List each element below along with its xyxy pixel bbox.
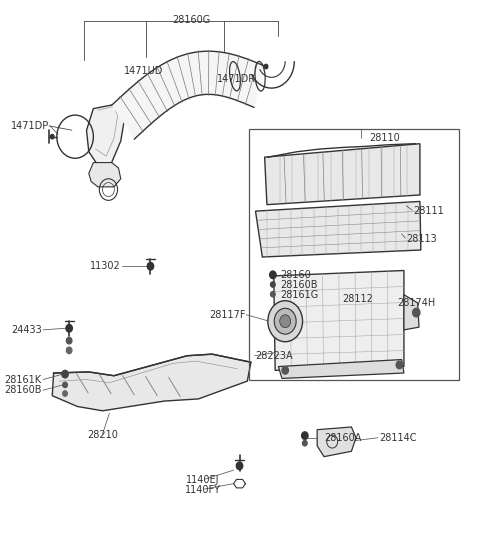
Circle shape — [270, 271, 276, 279]
Circle shape — [282, 367, 288, 374]
Text: 1471UD: 1471UD — [124, 66, 163, 76]
Polygon shape — [112, 51, 266, 139]
Circle shape — [280, 315, 291, 328]
Text: 28161K: 28161K — [5, 374, 42, 385]
Text: 28110: 28110 — [370, 133, 400, 143]
Text: 28160G: 28160G — [172, 15, 211, 24]
Circle shape — [63, 391, 67, 396]
Polygon shape — [278, 360, 404, 378]
Text: 28113: 28113 — [406, 234, 437, 244]
Circle shape — [62, 371, 68, 378]
Circle shape — [50, 135, 54, 139]
Circle shape — [413, 308, 420, 317]
Polygon shape — [255, 201, 421, 257]
Text: 28174H: 28174H — [397, 298, 435, 308]
Circle shape — [271, 282, 275, 287]
Bar — [249, 129, 459, 379]
Text: 28223A: 28223A — [255, 351, 293, 361]
Text: 28160B: 28160B — [281, 280, 318, 290]
Text: 28210: 28210 — [87, 430, 118, 440]
Text: 24433: 24433 — [11, 325, 42, 335]
Text: 28160A: 28160A — [324, 433, 361, 443]
Circle shape — [271, 292, 275, 297]
Text: 28114C: 28114C — [379, 433, 416, 443]
Circle shape — [66, 325, 72, 332]
Polygon shape — [89, 163, 121, 187]
Text: 28117F: 28117F — [209, 310, 245, 320]
Circle shape — [396, 361, 403, 369]
Text: 28112: 28112 — [342, 294, 373, 304]
Circle shape — [147, 262, 154, 270]
Polygon shape — [86, 103, 125, 166]
Circle shape — [301, 432, 308, 439]
Circle shape — [268, 301, 302, 342]
Polygon shape — [274, 270, 404, 371]
Polygon shape — [317, 427, 356, 457]
Text: 28161G: 28161G — [281, 291, 319, 300]
Circle shape — [274, 308, 296, 334]
Text: 28160B: 28160B — [4, 385, 42, 395]
Circle shape — [236, 462, 243, 470]
Polygon shape — [264, 144, 420, 204]
Circle shape — [66, 338, 72, 344]
Text: 28160: 28160 — [281, 270, 312, 280]
Text: 11302: 11302 — [90, 261, 121, 271]
Polygon shape — [404, 295, 419, 330]
Circle shape — [66, 347, 72, 354]
Polygon shape — [52, 354, 251, 411]
Circle shape — [63, 382, 67, 387]
Text: 28111: 28111 — [413, 206, 444, 216]
Text: 1140EJ: 1140EJ — [186, 475, 220, 485]
Text: 1471DR: 1471DR — [217, 74, 256, 84]
Circle shape — [302, 440, 307, 446]
Text: 1471DP: 1471DP — [11, 121, 49, 131]
Circle shape — [264, 64, 268, 69]
Text: 1140FY: 1140FY — [185, 485, 221, 495]
